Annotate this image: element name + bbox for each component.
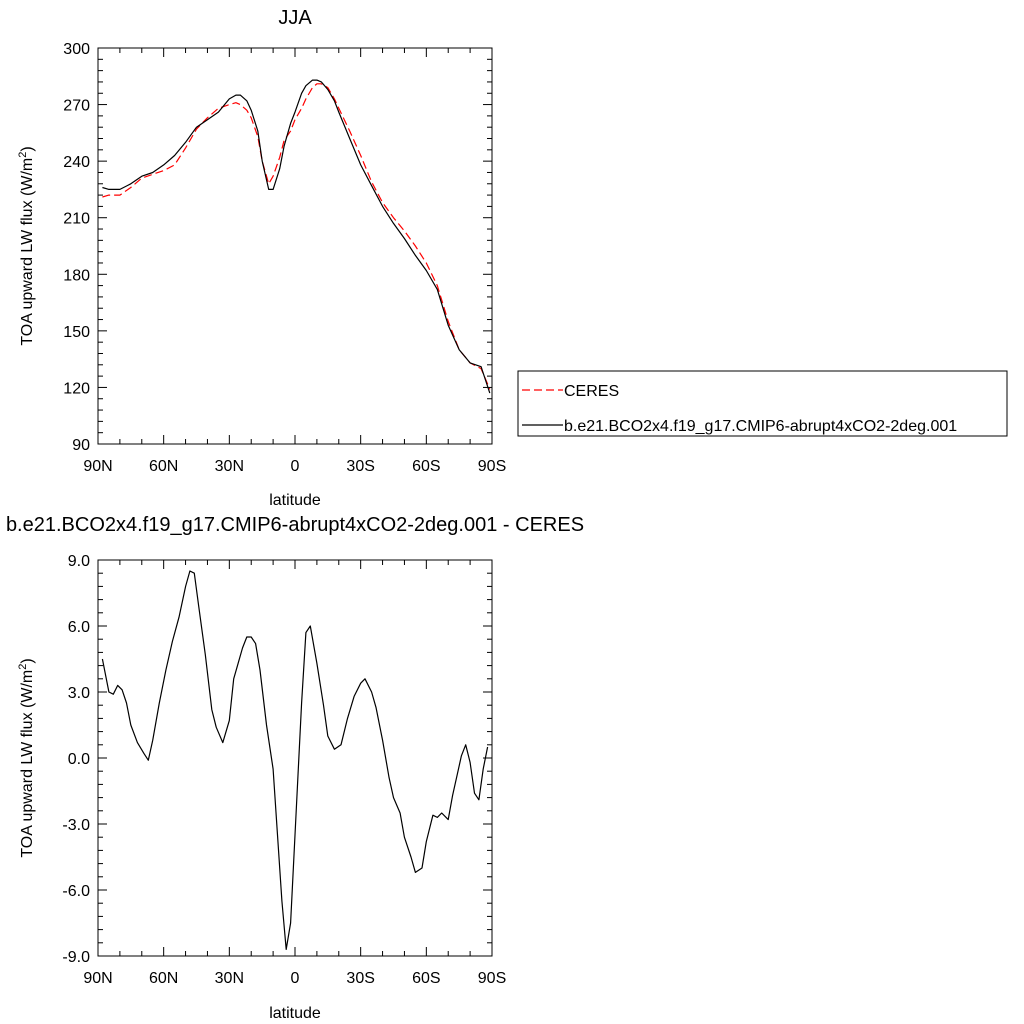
chart-top-y-tick-label: 300 (63, 41, 90, 58)
chart-bottom-frame (97, 559, 493, 957)
chart-top-frame (97, 47, 493, 445)
chart-bottom-x-tick-labels: 90N 60N 30N 0 30S 60S 90S (83, 970, 506, 987)
chart-top-y-tick-label: 90 (72, 437, 90, 454)
chart-top-y-tick-labels: 90 120 150 180 210 240 270 300 (63, 41, 90, 454)
chart-top-x-tick-labels: 90N 60N 30N 0 30S 60S 90S (83, 458, 506, 475)
chart-bottom-y-tick-label: -3.0 (62, 817, 90, 834)
chart-bottom: b.e21.BCO2x4.f19_g17.CMIP6-abrupt4xCO2-2… (6, 514, 584, 1022)
chart-bottom-y-tick-label: -6.0 (62, 883, 90, 900)
chart-bottom-y-axis-label-sup: 2 (17, 664, 29, 670)
chart-bottom-x-tick-label: 90N (83, 970, 112, 987)
chart-top-x-tick-label: 30N (215, 458, 244, 475)
chart-top-y-tick-label: 180 (63, 267, 90, 284)
chart-top-lines (102, 79, 491, 394)
chart-top-x-tick-label: 90N (83, 458, 112, 475)
chart-top-x-tick-label: 60S (412, 458, 440, 475)
chart-bottom-y-tick-label: 0.0 (68, 751, 90, 768)
chart-bottom-x-tick-label: 0 (291, 970, 300, 987)
chart-bottom-x-axis-label: latitude (269, 1005, 321, 1022)
chart-top-x-tick-label: 0 (291, 458, 300, 475)
chart-top-y-axis-label-main: TOA upward LW flux (W/m (19, 158, 36, 346)
chart-top-y-tick-label: 150 (63, 324, 90, 341)
chart-top-series-line-0 (102, 83, 491, 390)
chart-bottom-lines (101, 570, 489, 951)
chart-bottom-y-axis-label-close: ) (19, 658, 36, 663)
chart-bottom-series-line-0 (101, 570, 489, 951)
chart-top-series-line-1 (102, 79, 491, 394)
chart-bottom-title: b.e21.BCO2x4.f19_g17.CMIP6-abrupt4xCO2-2… (6, 514, 584, 536)
chart-top: JJA 90 120 150 180 210 240 270 300 90N 60N 30N 0 30… (17, 7, 1008, 509)
chart-bottom-y-axis-label: TOA upward LW flux (W/m2) (17, 658, 36, 857)
chart-top-x-tick-label: 60N (149, 458, 178, 475)
chart-bottom-x-tick-label: 90S (478, 970, 506, 987)
chart-bottom-y-tick-label: 6.0 (68, 619, 90, 636)
chart-bottom-x-tick-label: 60S (412, 970, 440, 987)
chart-bottom-y-tick-label: 3.0 (68, 685, 90, 702)
chart-top-y-tick-label: 210 (63, 211, 90, 228)
chart-top-title: JJA (278, 7, 312, 29)
legend: CERES b.e21.BCO2x4.f19_g17.CMIP6-abrupt4… (517, 370, 1008, 437)
chart-bottom-y-tick-label: -9.0 (62, 949, 90, 966)
legend-label-model: b.e21.BCO2x4.f19_g17.CMIP6-abrupt4xCO2-2… (564, 418, 957, 435)
legend-label-ceres: CERES (564, 383, 619, 400)
chart-top-y-axis-label: TOA upward LW flux (W/m2) (17, 146, 36, 345)
chart-top-ticks (97, 47, 493, 445)
chart-top-x-tick-label: 30S (346, 458, 374, 475)
chart-top-y-tick-label: 120 (63, 380, 90, 397)
chart-bottom-y-tick-label: 9.0 (68, 553, 90, 570)
chart-bottom-ticks (97, 559, 493, 957)
chart-bottom-y-axis-label-main: TOA upward LW flux (W/m (19, 670, 36, 858)
chart-bottom-y-tick-labels: -9.0 -6.0 -3.0 0.0 3.0 6.0 9.0 (62, 553, 90, 966)
chart-top-x-tick-label: 90S (478, 458, 506, 475)
chart-top-y-tick-label: 240 (63, 154, 90, 171)
legend-box (517, 370, 1008, 437)
chart-top-y-axis-label-close: ) (19, 146, 36, 151)
chart-bottom-x-tick-label: 30S (346, 970, 374, 987)
chart-bottom-x-tick-label: 30N (215, 970, 244, 987)
chart-top-x-axis-label: latitude (269, 492, 321, 509)
chart-bottom-x-tick-label: 60N (149, 970, 178, 987)
chart-top-y-axis-label-sup: 2 (17, 152, 29, 158)
chart-top-y-tick-label: 270 (63, 98, 90, 115)
